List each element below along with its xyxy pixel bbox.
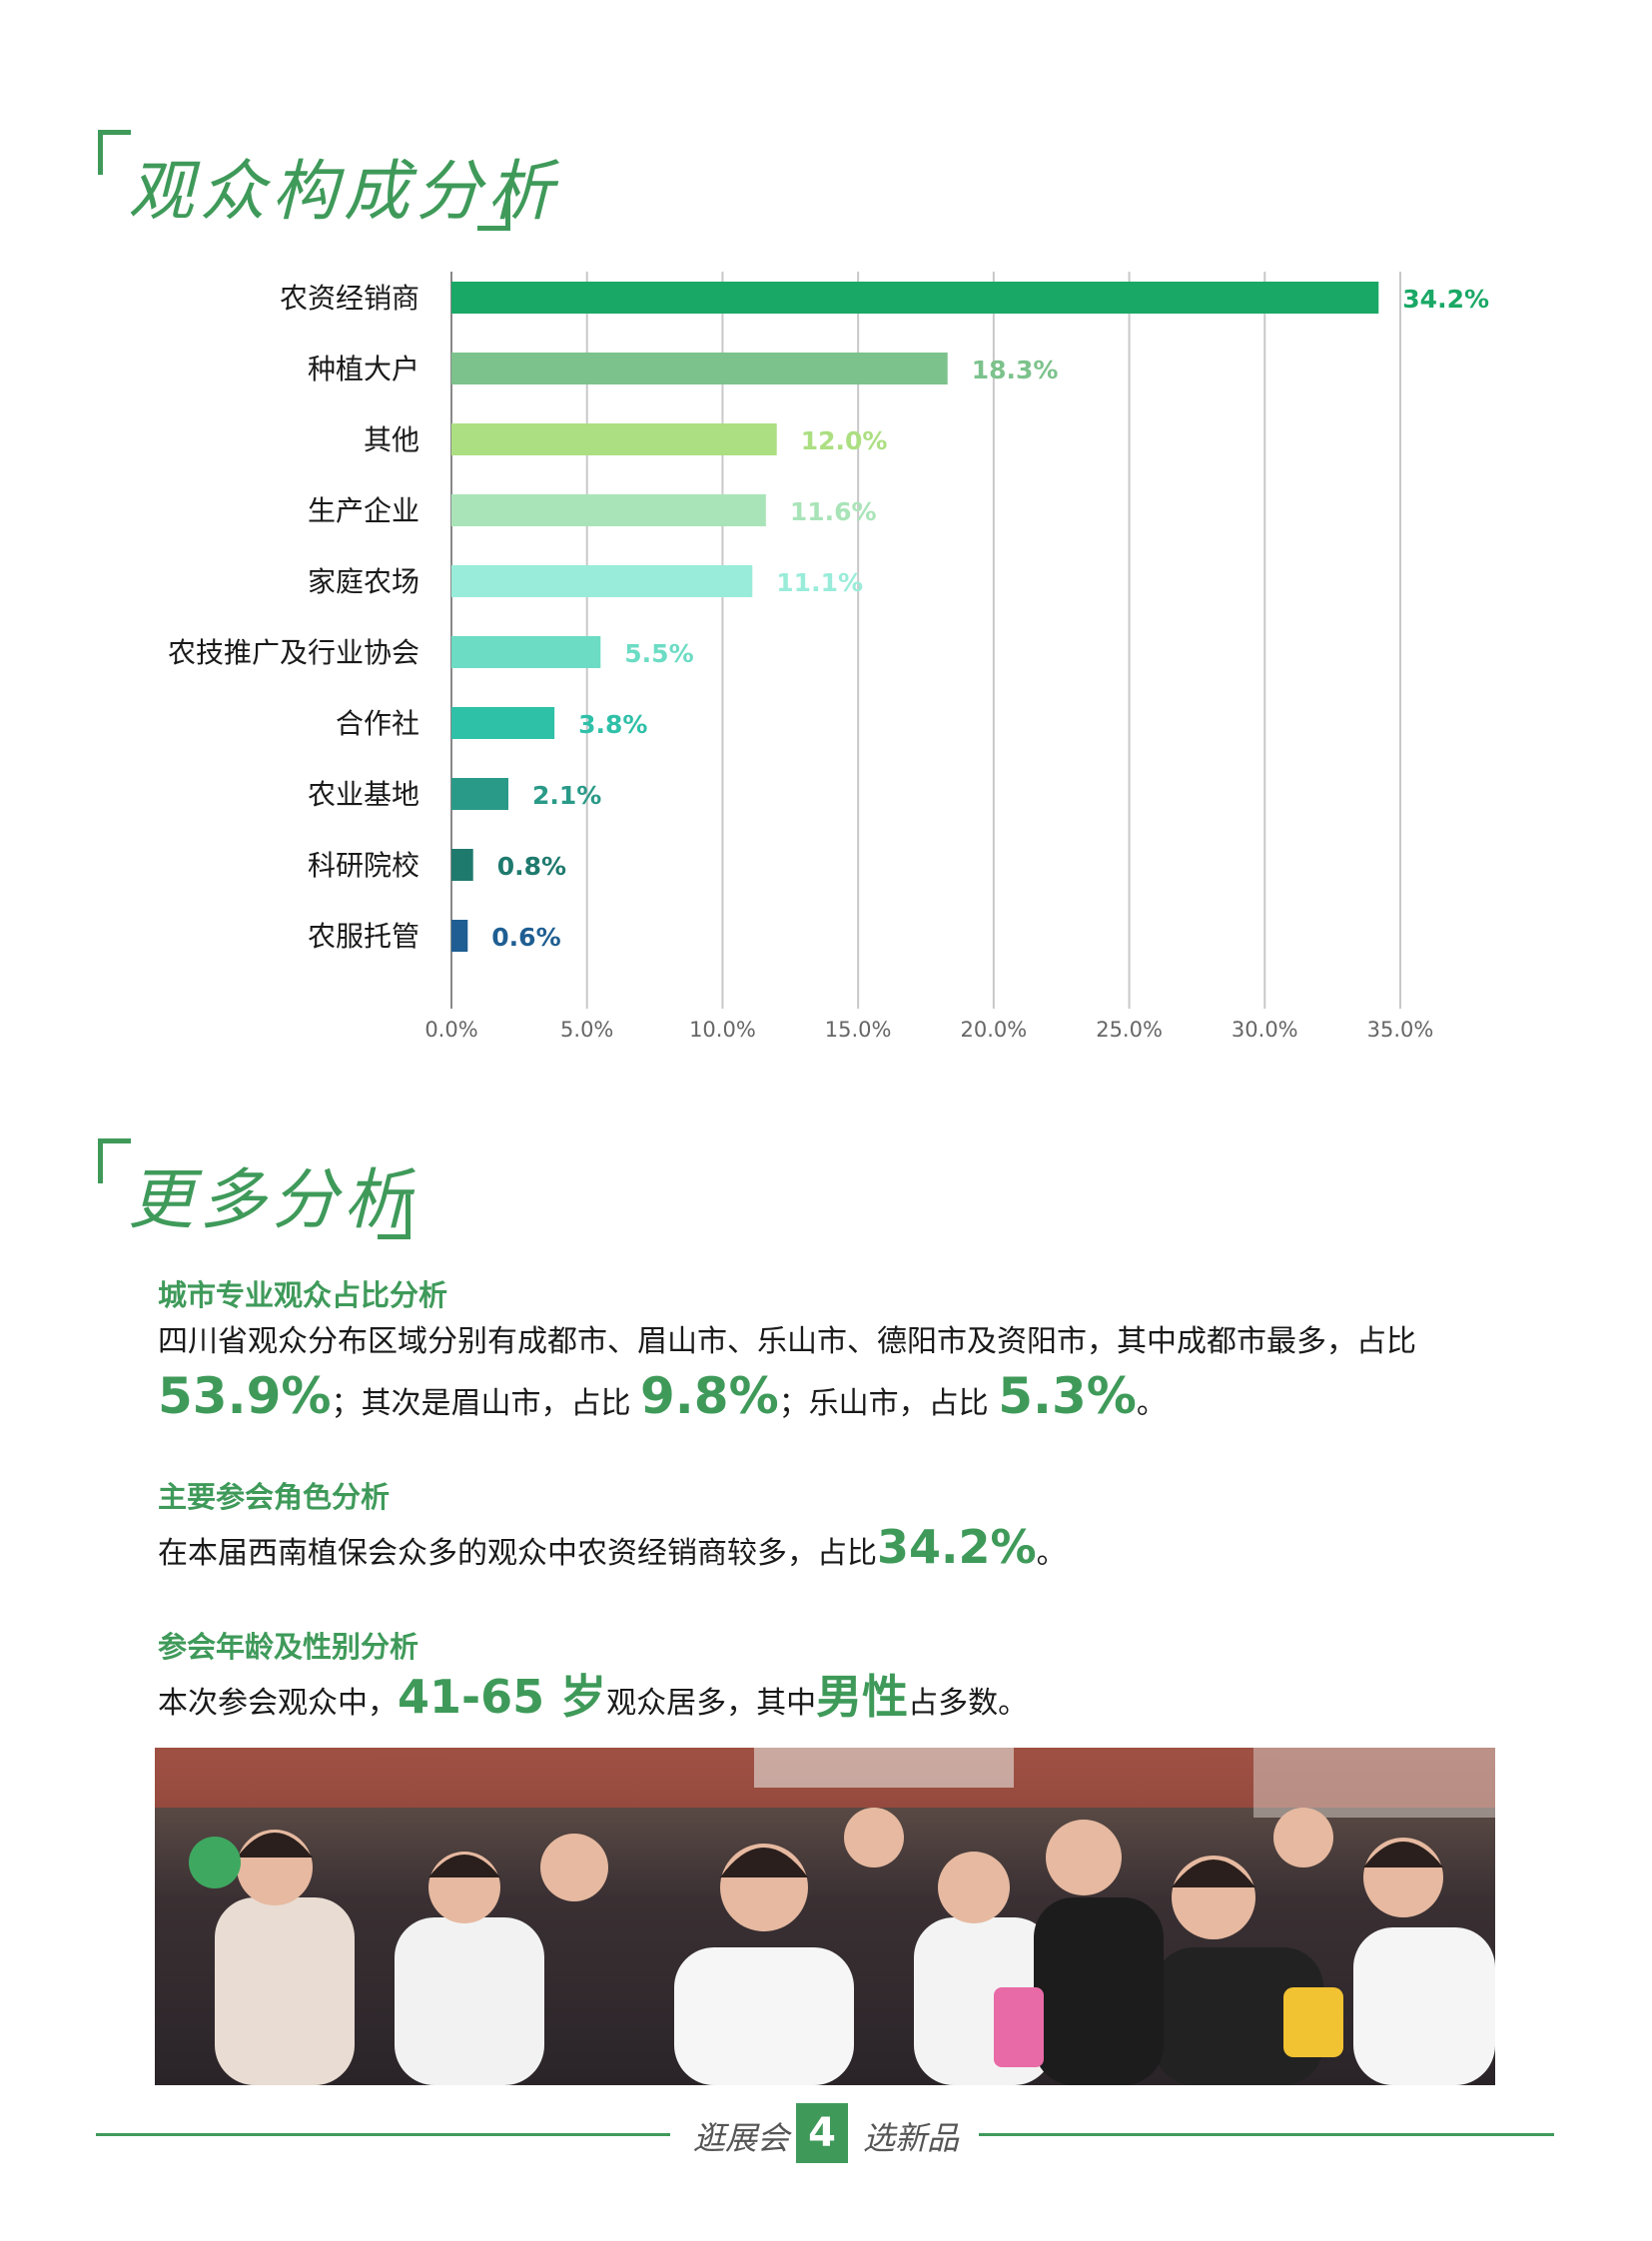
bar (451, 423, 777, 455)
title-bracket-open-2 (98, 1138, 131, 1183)
x-tick-label: 20.0% (960, 1018, 1027, 1042)
x-tick-label: 25.0% (1096, 1018, 1163, 1042)
value-label: 11.6% (790, 497, 877, 526)
title-bracket-close-2 (378, 1194, 411, 1239)
x-tick-label: 5.0% (560, 1018, 613, 1042)
category-label: 种植大户 (308, 353, 419, 385)
footer-line-right (979, 2133, 1554, 2136)
bar (451, 849, 473, 881)
city-text-2: ；其次是眉山市，占比 (331, 1386, 631, 1421)
footer-line-left (96, 2133, 670, 2136)
bar (451, 353, 948, 384)
category-label: 科研院校 (308, 849, 419, 882)
city-analysis-line2: 53.9%；其次是眉山市，占比 9.8%；乐山市，占比 5.3%。 (158, 1366, 1167, 1426)
category-label: 农服托管 (308, 920, 419, 953)
age-text-2: 观众居多，其中 (606, 1686, 817, 1721)
role-analysis-heading: 主要参会角色分析 (158, 1480, 391, 1514)
x-tick-label: 30.0% (1232, 1018, 1298, 1042)
mascot-logo (189, 1837, 241, 1888)
bar (451, 636, 601, 668)
section-title-audience: 观众构成分析 (128, 153, 559, 230)
page-number: 4 (796, 2103, 848, 2163)
value-label: 0.6% (491, 923, 560, 952)
city-text-4: 。 (1136, 1386, 1167, 1421)
leshan-share: 5.3% (998, 1367, 1137, 1425)
age-gender-heading: 参会年龄及性别分析 (158, 1630, 419, 1664)
x-tick-label: 0.0% (424, 1018, 477, 1042)
city-text-3: ；乐山市，占比 (778, 1386, 989, 1421)
chengdu-share: 53.9% (158, 1367, 332, 1425)
bar (451, 707, 555, 739)
bar (451, 494, 766, 526)
age-gender-line: 本次参会观众中，41-65 岁观众居多，其中男性占多数。 (158, 1670, 1028, 1725)
value-label: 34.2% (1402, 285, 1489, 314)
value-label: 11.1% (776, 568, 863, 597)
bar (451, 778, 508, 810)
x-tick-label: 10.0% (689, 1018, 756, 1042)
category-label: 生产企业 (308, 494, 419, 527)
age-range: 41-65 岁 (398, 1670, 607, 1724)
city-analysis-heading: 城市专业观众占比分析 (158, 1278, 448, 1312)
footer-left-text: 逛展会 (693, 2119, 790, 2157)
chart-bars (451, 282, 1379, 952)
x-tick-label: 15.0% (825, 1018, 892, 1042)
bar (451, 920, 468, 952)
bar (451, 282, 1379, 314)
age-text-1: 本次参会观众中， (158, 1686, 398, 1721)
city-analysis-line1: 四川省观众分布区域分别有成都市、眉山市、乐山市、德阳市及资阳市，其中成都市最多，… (158, 1324, 1416, 1359)
bar (451, 565, 753, 597)
footer-right-text: 选新品 (863, 2119, 960, 2157)
value-label: 12.0% (801, 426, 888, 455)
value-label: 18.3% (972, 356, 1059, 384)
x-tick-label: 35.0% (1367, 1018, 1434, 1042)
section-title-more-analysis: 更多分析 (128, 1161, 415, 1238)
value-label: 5.5% (624, 639, 693, 668)
dealer-share: 34.2% (877, 1520, 1037, 1574)
chart-grid (450, 272, 1401, 1009)
title-bracket-close (477, 186, 510, 231)
category-label: 家庭农场 (308, 565, 419, 598)
role-text: 在本届西南植保会众多的观众中农资经销商较多，占比 (158, 1536, 877, 1571)
category-label: 农业基地 (308, 778, 419, 811)
audience-composition-chart: 0.0% 5.0% 10.0% 15.0% 20.0% 25.0% 30.0% 35.0% 农资… (168, 272, 1489, 1042)
role-end: 。 (1036, 1536, 1067, 1571)
category-label: 合作社 (336, 707, 419, 740)
crowd-photo (155, 1748, 1495, 2085)
category-label: 其他 (364, 423, 419, 456)
category-label: 农资经销商 (280, 282, 419, 315)
age-text-3: 占多数。 (908, 1686, 1029, 1721)
crowd-photo-illustration (155, 1748, 1495, 2085)
value-label: 0.8% (497, 852, 566, 881)
category-label: 农技推广及行业协会 (168, 636, 419, 669)
role-analysis-line: 在本届西南植保会众多的观众中农资经销商较多，占比34.2%。 (158, 1520, 1067, 1575)
gender-majority: 男性 (816, 1670, 909, 1724)
meishan-share: 9.8% (640, 1367, 779, 1425)
value-label: 2.1% (532, 781, 601, 810)
chart-axis: 0.0% 5.0% 10.0% 15.0% 20.0% 25.0% 30.0% 35.0% 农资… (168, 282, 1489, 1042)
title-bracket-open (98, 130, 131, 175)
value-label: 3.8% (578, 710, 647, 739)
